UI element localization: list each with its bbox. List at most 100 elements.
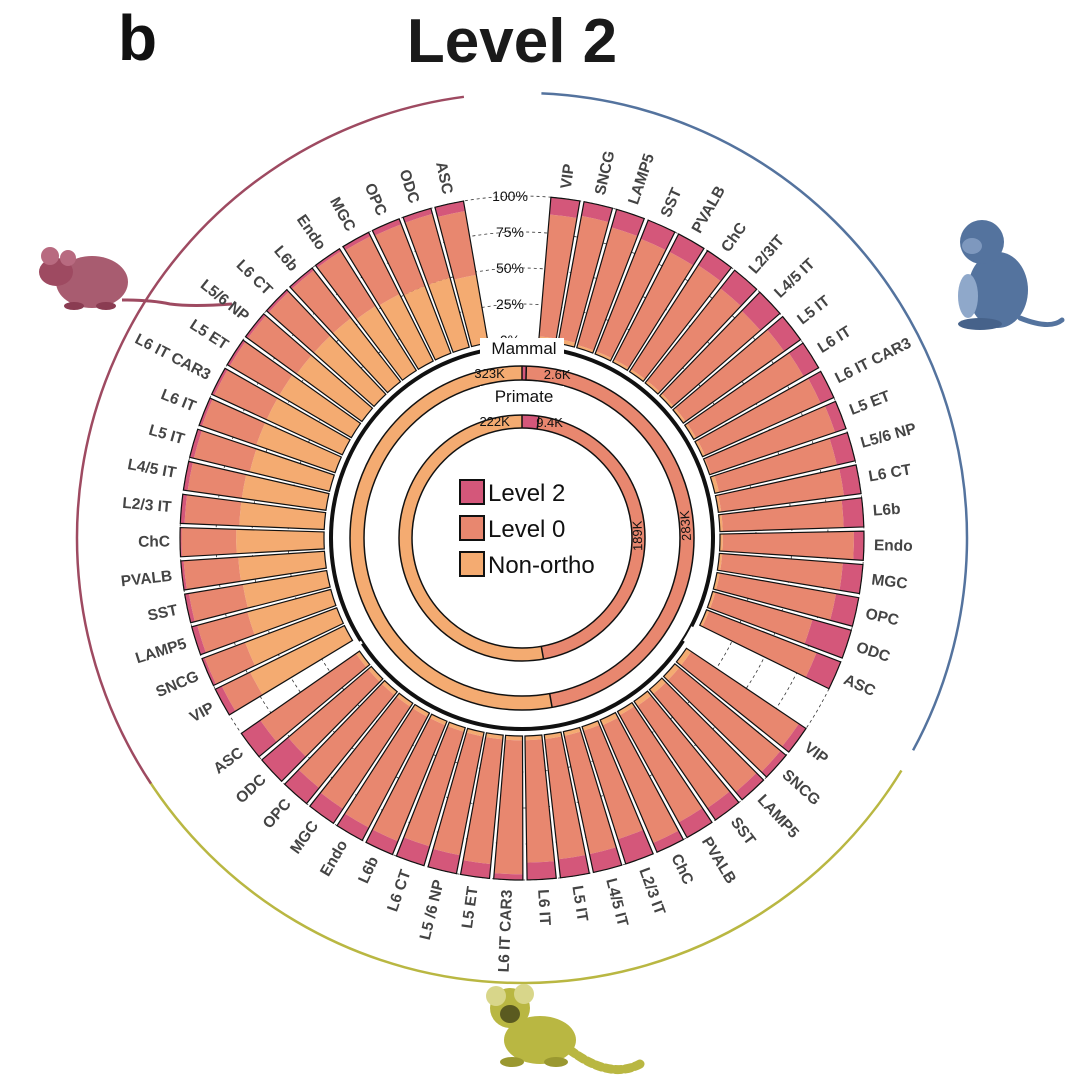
category-label: L6 IT (815, 323, 855, 357)
bar-macaque-13 (714, 464, 862, 513)
bar-mouse-16 (342, 231, 434, 371)
bar-mouse-8 (188, 428, 336, 492)
category-label: L6b (872, 501, 901, 520)
segment-level2 (558, 854, 590, 878)
segment-level2 (211, 368, 228, 396)
legend-item-level2: Level 2 (459, 479, 565, 507)
segment-level0 (405, 213, 451, 285)
bar-mouse-15 (314, 247, 418, 382)
bar-outline (188, 428, 336, 492)
bar-outline (190, 588, 337, 656)
segment-nonortho (236, 529, 325, 554)
ring-divider (548, 693, 553, 708)
category-label: ASC (211, 744, 247, 777)
segment-nonortho (582, 720, 600, 731)
ring-segment-level2 (522, 415, 539, 430)
category-label: L5 ET (187, 316, 232, 353)
category-label: ChC (138, 533, 170, 550)
segment-level0 (204, 642, 256, 685)
bar-outline (662, 662, 787, 778)
category-label: PVALB (698, 834, 739, 887)
category-label: L5 ET (847, 388, 893, 419)
bar-marmoset-12 (427, 727, 485, 875)
segment-level0 (720, 553, 843, 591)
bar-macaque-1 (557, 200, 614, 348)
segment-nonortho (699, 609, 710, 627)
bar-mouse-7 (182, 460, 330, 511)
category-label: ChC (667, 851, 696, 887)
category-label: L5/6 NP (859, 420, 918, 452)
bar-macaque-5 (628, 249, 733, 383)
segment-nonortho (485, 732, 504, 740)
segment-level0 (214, 369, 278, 420)
ring-primate: Primate 222K 9.4K 189K (398, 386, 646, 662)
category-label: L6 CT (384, 867, 414, 914)
category-label: LAMP5 (133, 635, 189, 667)
bar-macaque-9 (683, 342, 820, 441)
bar-outline (675, 647, 807, 753)
segment-nonortho (576, 344, 594, 354)
segment-level2 (261, 737, 306, 782)
segment-level0 (721, 500, 844, 532)
segment-level0 (247, 315, 312, 375)
category-label: SST (658, 185, 686, 220)
segment-level0 (260, 653, 367, 742)
segment-level2 (669, 233, 704, 266)
legend-swatch-level2 (459, 479, 485, 505)
segment-nonortho (403, 286, 451, 360)
bar-marmoset-13 (395, 721, 467, 867)
category-label: SST (146, 602, 180, 625)
bar-outline (198, 397, 343, 474)
segment-nonortho (684, 423, 697, 440)
segment-nonortho (381, 680, 398, 696)
category-label: ASC (841, 671, 878, 700)
segment-nonortho (396, 693, 413, 707)
segment-nonortho (428, 277, 470, 353)
segment-nonortho (250, 625, 353, 695)
category-label: ASC (432, 160, 456, 196)
segment-level2 (678, 807, 713, 838)
segment-level0 (403, 726, 465, 847)
category-label: L6 IT CAR3 (496, 889, 516, 973)
segment-level2 (184, 593, 195, 623)
segment-level2 (266, 289, 289, 313)
segment-level2 (640, 220, 675, 251)
category-label: VIP (801, 739, 831, 767)
segment-level2 (653, 830, 684, 853)
panel-label: b (118, 2, 157, 74)
segment-level2 (526, 861, 557, 880)
bar-outline (283, 679, 399, 805)
bar-outline (694, 370, 835, 458)
group-macaque (533, 196, 865, 690)
category-label: L5/6 NP (197, 277, 252, 326)
ring-label: Mammal (491, 339, 556, 358)
radial-tick-label: 25% (496, 296, 524, 312)
category-label: L5 IT (794, 292, 833, 328)
segment-nonortho (239, 501, 326, 530)
segment-nonortho (563, 727, 581, 736)
segment-level0 (525, 739, 555, 863)
bar-outline (201, 607, 345, 687)
category-label: L4/5 IT (602, 877, 631, 929)
segment-nonortho (368, 666, 383, 682)
category-label: PVALB (689, 183, 729, 236)
category-label: L5 /6 NP (417, 878, 448, 941)
ring-divider (536, 416, 540, 430)
segment-nonortho (429, 714, 448, 726)
segment-nonortho (663, 663, 680, 681)
bar-outline (594, 219, 676, 362)
segment-nonortho (296, 355, 373, 422)
segment-level2 (199, 398, 213, 427)
category-label: L2/3IT (746, 232, 789, 277)
bar-marmoset-11 (459, 732, 504, 880)
bar-marmoset-3 (633, 690, 740, 821)
segment-level0 (184, 494, 242, 526)
category-label: SST (727, 814, 759, 849)
ring-segment-level0 (537, 416, 645, 660)
segment-level0 (494, 739, 523, 875)
bar-mouse-10 (210, 367, 351, 456)
category-label: L2/3 IT (635, 866, 668, 918)
bar-outline (718, 530, 865, 562)
category-label: VIP (187, 699, 217, 726)
bar-marmoset-10 (493, 734, 524, 881)
